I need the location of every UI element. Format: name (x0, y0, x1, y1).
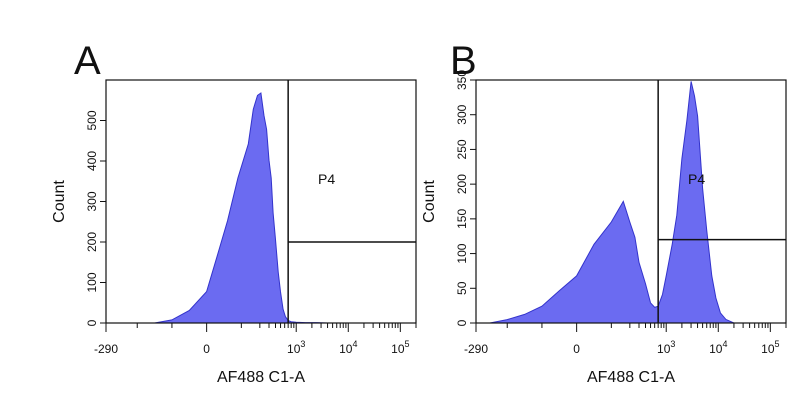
panel-b: B P4 0 50 100 150 200 250 300 350 Count -290 0 103 104… (421, 39, 787, 386)
x-tick-label: 0 (203, 342, 210, 356)
x-tick-label: 104 (339, 339, 357, 356)
plot-frame (475, 79, 787, 324)
x-tick-label: 104 (709, 339, 727, 356)
histogram-area (154, 92, 341, 324)
y-tick-label: 200 (85, 232, 99, 252)
x-tick-label: 105 (761, 339, 779, 356)
x-tick-label: 0 (573, 342, 580, 356)
y-tick-label: 500 (85, 110, 99, 130)
y-tick-label: 300 (455, 104, 469, 124)
x-tick-label: -290 (464, 342, 488, 356)
x-tick-label: 105 (391, 339, 409, 356)
histogram-area (489, 81, 735, 324)
y-tick-label: 400 (85, 151, 99, 171)
panel-a: A P4 0 100 200 300 400 500 Count -290 0 103 104 105 AF… (51, 39, 417, 386)
x-axis-title: AF488 C1-A (217, 369, 305, 386)
y-tick-label: 0 (455, 319, 469, 326)
x-tick-exponent: 3 (300, 339, 305, 349)
y-tick-label: 200 (455, 174, 469, 194)
x-tick-label: -290 (94, 342, 118, 356)
y-axis-title: Count (421, 180, 438, 223)
y-tick-label: 100 (455, 243, 469, 263)
y-tick-label: 50 (455, 281, 469, 295)
x-tick-label: 103 (287, 339, 305, 356)
panel-letter: A (74, 39, 101, 83)
gate-label: P4 (318, 171, 335, 187)
y-tick-label: 0 (85, 319, 99, 326)
gate-label: P4 (688, 171, 705, 187)
y-axis-title: Count (51, 180, 68, 223)
y-tick-label: 100 (85, 272, 99, 292)
x-tick-exponent: 5 (775, 339, 780, 349)
y-tick-label: 300 (85, 191, 99, 211)
y-tick-label: 350 (455, 70, 469, 90)
x-tick-exponent: 5 (405, 339, 410, 349)
x-axis-title: AF488 C1-A (587, 369, 675, 386)
x-tick-label: 103 (657, 339, 675, 356)
y-tick-label: 150 (455, 209, 469, 229)
y-tick-label: 250 (455, 139, 469, 159)
x-tick-exponent: 3 (670, 339, 675, 349)
x-tick-exponent: 4 (722, 339, 727, 349)
x-tick-exponent: 4 (352, 339, 357, 349)
panel-letter: B (450, 39, 477, 83)
